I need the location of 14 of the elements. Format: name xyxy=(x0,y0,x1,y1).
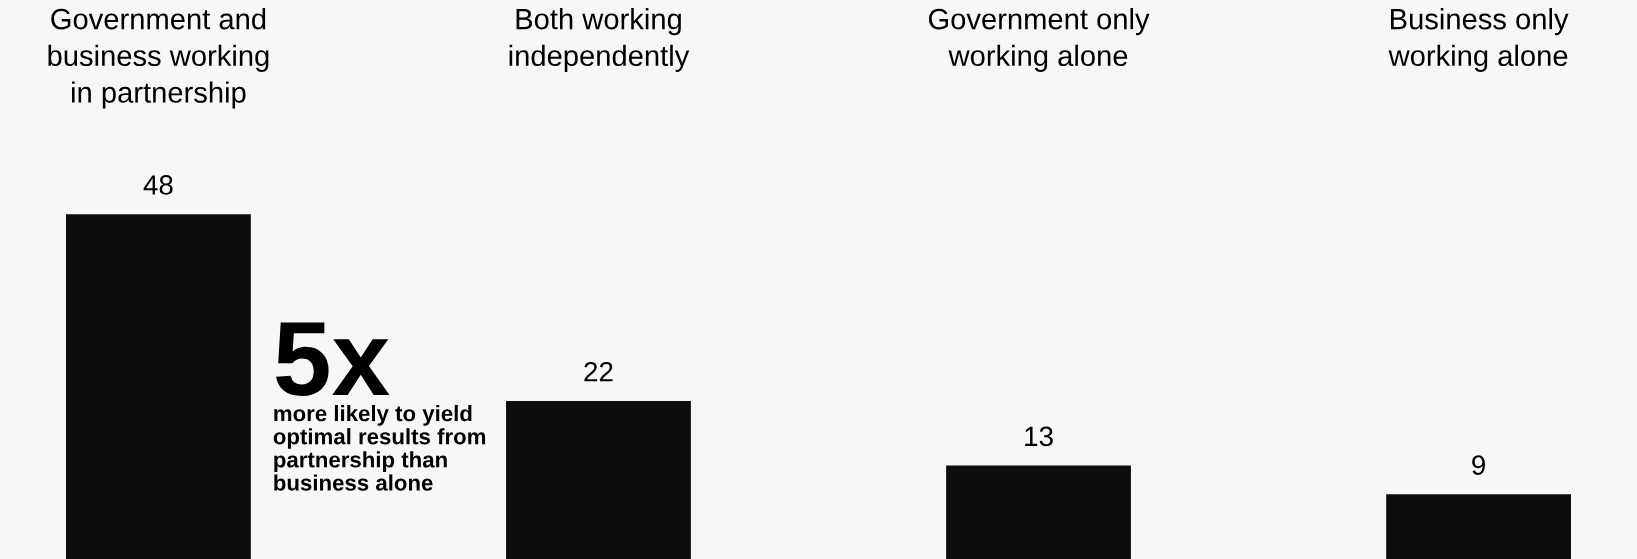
x-tick-label: Government and business working in partnership xyxy=(48,8,269,109)
bar xyxy=(66,214,251,559)
annotation: 5x xyxy=(276,322,390,397)
annotation: more likely to yield optimal results from partnership than business alone xyxy=(273,405,486,491)
bar xyxy=(1386,494,1571,559)
x-tick-label: Business only working alone xyxy=(1388,8,1569,72)
data-label: 9 xyxy=(1472,455,1485,475)
data-label: 48 xyxy=(143,175,173,195)
bar xyxy=(506,400,691,559)
bar xyxy=(946,465,1131,559)
data-label: 22 xyxy=(584,361,613,382)
data-label: 13 xyxy=(1025,426,1053,447)
x-tick-label: Government only working alone xyxy=(928,8,1150,72)
x-tick-label: Both working independently xyxy=(509,8,690,72)
